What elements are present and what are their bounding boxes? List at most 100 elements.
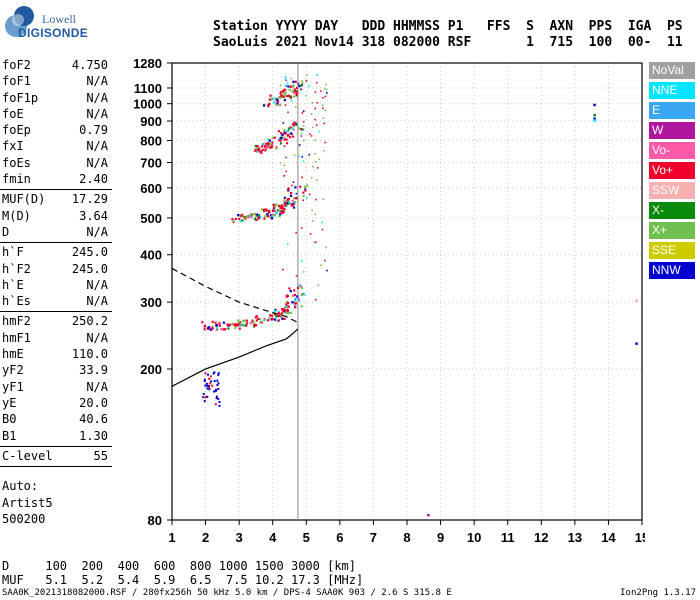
echo-point <box>324 87 326 90</box>
echo-point <box>324 109 327 112</box>
echo-point <box>249 321 252 325</box>
echo-point <box>318 158 321 161</box>
echo-point <box>325 246 327 249</box>
echo-point <box>269 142 272 146</box>
echo-point <box>281 133 284 136</box>
x-tick-label: 8 <box>403 530 410 545</box>
echo-point <box>259 318 262 321</box>
echo-point <box>261 142 265 146</box>
param-value: 0.79 <box>79 123 108 138</box>
echo-point <box>259 321 262 324</box>
echo-point <box>314 160 317 163</box>
echo-point <box>288 201 291 204</box>
legend-item-e: E <box>649 102 695 119</box>
param-row: h`F 245.0 <box>0 244 112 260</box>
param-name: D <box>2 224 10 239</box>
echo-point <box>204 384 207 387</box>
echo-point <box>211 327 214 330</box>
param-row: yF2 33.9 <box>0 362 112 378</box>
echo-point <box>282 268 284 271</box>
echo-point <box>287 187 290 190</box>
logo-text-digisonde: DIGISONDE <box>18 26 89 40</box>
echo-point <box>292 181 295 184</box>
echo-point <box>279 206 282 210</box>
param-name: h`F <box>2 245 24 260</box>
param-value: N/A <box>86 379 108 394</box>
echo-point <box>272 203 275 206</box>
echo-point <box>282 122 285 124</box>
echo-point <box>266 319 269 322</box>
legend-item-w: W <box>649 122 695 139</box>
echo-point <box>274 103 278 106</box>
echo-point <box>260 151 263 154</box>
echo-point <box>282 90 285 93</box>
param-value: N/A <box>86 224 108 239</box>
param-name: yF1 <box>2 379 24 394</box>
echo-point <box>301 156 303 158</box>
x-tick-label: 12 <box>534 530 548 545</box>
x-tick-label: 11 <box>501 530 515 545</box>
echo-point <box>316 101 319 104</box>
echo-point <box>286 82 289 84</box>
echo-point <box>246 215 249 218</box>
echo-point <box>309 133 311 135</box>
echo-point <box>298 127 301 130</box>
param-value: N/A <box>86 294 108 309</box>
echo-point <box>593 103 596 107</box>
echo-point <box>294 297 297 300</box>
param-name: foEs <box>2 155 31 170</box>
echo-point <box>238 327 241 330</box>
echo-point <box>301 81 304 84</box>
echo-point <box>274 205 277 208</box>
echo-point <box>293 302 296 305</box>
echo-point <box>280 137 283 140</box>
echo-point <box>293 95 296 98</box>
echo-point <box>292 85 295 88</box>
echo-point <box>286 304 289 307</box>
echo-point <box>254 316 257 319</box>
echo-point <box>201 321 204 324</box>
param-value: N/A <box>86 277 108 292</box>
echo-point <box>280 204 283 207</box>
echo-point <box>273 101 276 104</box>
echo-point <box>207 385 210 388</box>
echo-point <box>322 117 325 119</box>
x-tick-label: 14 <box>601 530 616 545</box>
echo-point <box>289 132 293 135</box>
y-tick-label: 80 <box>148 513 162 528</box>
echo-point <box>279 92 282 95</box>
echo-point <box>279 211 283 214</box>
echo-point <box>290 97 292 99</box>
param-row: foF1 N/A <box>0 73 112 89</box>
echo-point <box>263 208 266 211</box>
echo-point <box>272 97 275 100</box>
echo-point <box>292 203 295 206</box>
echo-point <box>234 323 237 326</box>
logo-text-lowell: Lowell <box>42 12 76 26</box>
ionogram-plot: 1234567891011121314158020030040050060070… <box>133 56 645 545</box>
echo-point <box>276 98 279 101</box>
echo-point <box>300 286 304 290</box>
echo-point <box>295 275 298 277</box>
param-name: h`Es <box>2 294 31 309</box>
echo-point <box>266 212 269 216</box>
echo-point <box>256 144 259 148</box>
echo-point <box>293 299 297 302</box>
echo-point <box>249 213 252 216</box>
legend-item-nne: NNE <box>649 82 695 99</box>
muf-frequency-row: MUF 5.1 5.2 5.4 5.9 6.5 7.5 10.2 17.3 [M… <box>2 573 364 587</box>
echo-point <box>291 184 293 187</box>
echo-point <box>302 191 305 194</box>
echo-point <box>303 293 306 296</box>
param-value: 4.750 <box>71 58 108 72</box>
echo-point <box>254 215 258 218</box>
y-tick-label: 300 <box>140 295 162 310</box>
param-name: hmF1 <box>2 330 31 345</box>
echo-point <box>292 206 296 209</box>
echo-point <box>282 202 285 205</box>
echo-point <box>321 104 324 107</box>
echo-point <box>260 321 263 324</box>
echo-point <box>216 379 219 382</box>
echo-point <box>277 319 280 322</box>
param-row: hmF2 250.2 <box>0 313 112 329</box>
